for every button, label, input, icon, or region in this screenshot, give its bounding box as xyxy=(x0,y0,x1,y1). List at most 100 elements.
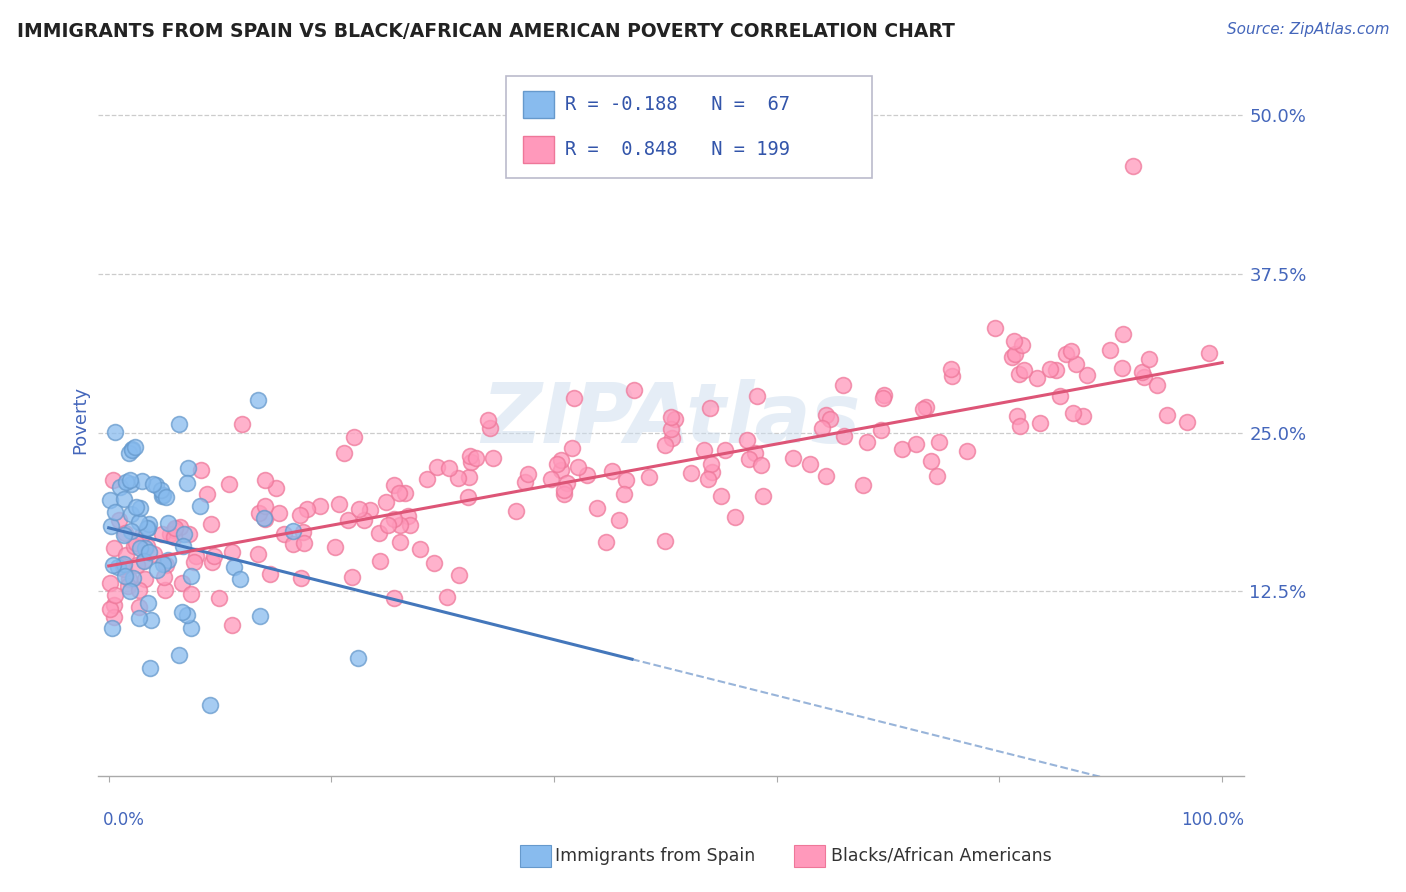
Point xyxy=(118,572,141,586)
Point xyxy=(553,487,575,501)
Point xyxy=(692,442,714,457)
Point xyxy=(139,614,162,628)
Point xyxy=(1071,409,1094,424)
Point xyxy=(264,481,287,495)
Point xyxy=(122,571,145,585)
Point xyxy=(195,487,218,501)
Point xyxy=(1064,357,1087,371)
Point xyxy=(416,471,439,485)
Point xyxy=(229,572,252,586)
Point xyxy=(129,501,152,516)
Point xyxy=(108,480,131,494)
Point xyxy=(152,558,174,572)
Point xyxy=(103,610,125,624)
Point xyxy=(595,535,617,549)
Point xyxy=(832,429,855,443)
Point xyxy=(546,458,568,472)
Point xyxy=(104,425,127,439)
Point xyxy=(336,513,359,527)
Point xyxy=(221,618,243,632)
Point xyxy=(465,451,488,466)
Text: 0.0%: 0.0% xyxy=(103,811,145,830)
Text: R = -0.188   N =  67: R = -0.188 N = 67 xyxy=(565,95,790,114)
Point xyxy=(623,383,645,397)
Point xyxy=(1049,389,1071,403)
Point xyxy=(818,411,841,425)
Point xyxy=(253,473,276,487)
Point xyxy=(550,463,572,477)
Point xyxy=(1133,369,1156,384)
Point xyxy=(221,545,243,559)
Point xyxy=(124,536,146,550)
Point xyxy=(100,575,122,590)
Point xyxy=(156,516,179,530)
Point xyxy=(134,572,156,586)
Point xyxy=(382,478,405,492)
Point xyxy=(347,650,370,665)
Point xyxy=(167,417,190,432)
Point xyxy=(654,438,676,452)
Point xyxy=(426,459,449,474)
Point xyxy=(460,455,482,469)
Point xyxy=(389,534,412,549)
Text: R =  0.848   N = 199: R = 0.848 N = 199 xyxy=(565,140,790,159)
Point xyxy=(1004,347,1026,361)
Point xyxy=(367,525,389,540)
Point xyxy=(283,537,305,551)
Point xyxy=(333,445,356,459)
Point xyxy=(122,539,145,553)
Point xyxy=(751,458,773,473)
Point xyxy=(176,476,198,491)
Point xyxy=(127,558,149,573)
Point xyxy=(478,421,501,435)
Point xyxy=(457,490,479,504)
Point xyxy=(700,465,723,479)
Point xyxy=(180,621,202,635)
Point xyxy=(399,518,422,533)
Point xyxy=(134,553,156,567)
Point xyxy=(292,535,315,549)
Point xyxy=(872,388,894,402)
Text: IMMIGRANTS FROM SPAIN VS BLACK/AFRICAN AMERICAN POVERTY CORRELATION CHART: IMMIGRANTS FROM SPAIN VS BLACK/AFRICAN A… xyxy=(17,22,955,41)
Point xyxy=(169,520,191,534)
Point xyxy=(1060,343,1083,358)
Point xyxy=(128,611,150,625)
Point xyxy=(567,459,589,474)
Point xyxy=(103,474,125,488)
Point xyxy=(735,433,758,447)
Point xyxy=(112,527,135,541)
Point xyxy=(159,527,181,541)
Point xyxy=(112,562,135,576)
Point xyxy=(915,401,938,415)
Point xyxy=(132,554,155,568)
Point xyxy=(576,468,599,483)
Point xyxy=(114,568,136,582)
Point xyxy=(654,534,676,549)
Y-axis label: Poverty: Poverty xyxy=(72,385,89,454)
Point xyxy=(152,488,174,502)
Point xyxy=(120,476,142,491)
Point xyxy=(173,526,195,541)
Point xyxy=(163,530,186,544)
Point xyxy=(1130,365,1153,379)
Point xyxy=(353,513,375,527)
Point xyxy=(103,599,125,613)
Point xyxy=(142,477,165,491)
Point xyxy=(155,558,177,572)
Point xyxy=(138,545,160,559)
Point xyxy=(150,527,173,541)
Point xyxy=(602,464,624,478)
Point xyxy=(295,502,318,516)
Point xyxy=(1156,408,1178,422)
Point xyxy=(138,516,160,531)
Point xyxy=(388,486,411,500)
Point xyxy=(659,410,682,425)
Point xyxy=(190,463,212,477)
Point xyxy=(1045,362,1067,376)
Point xyxy=(201,555,224,569)
Point xyxy=(176,608,198,623)
Point xyxy=(872,391,894,405)
Point xyxy=(869,423,891,437)
Point xyxy=(222,560,245,574)
Point xyxy=(108,513,131,527)
